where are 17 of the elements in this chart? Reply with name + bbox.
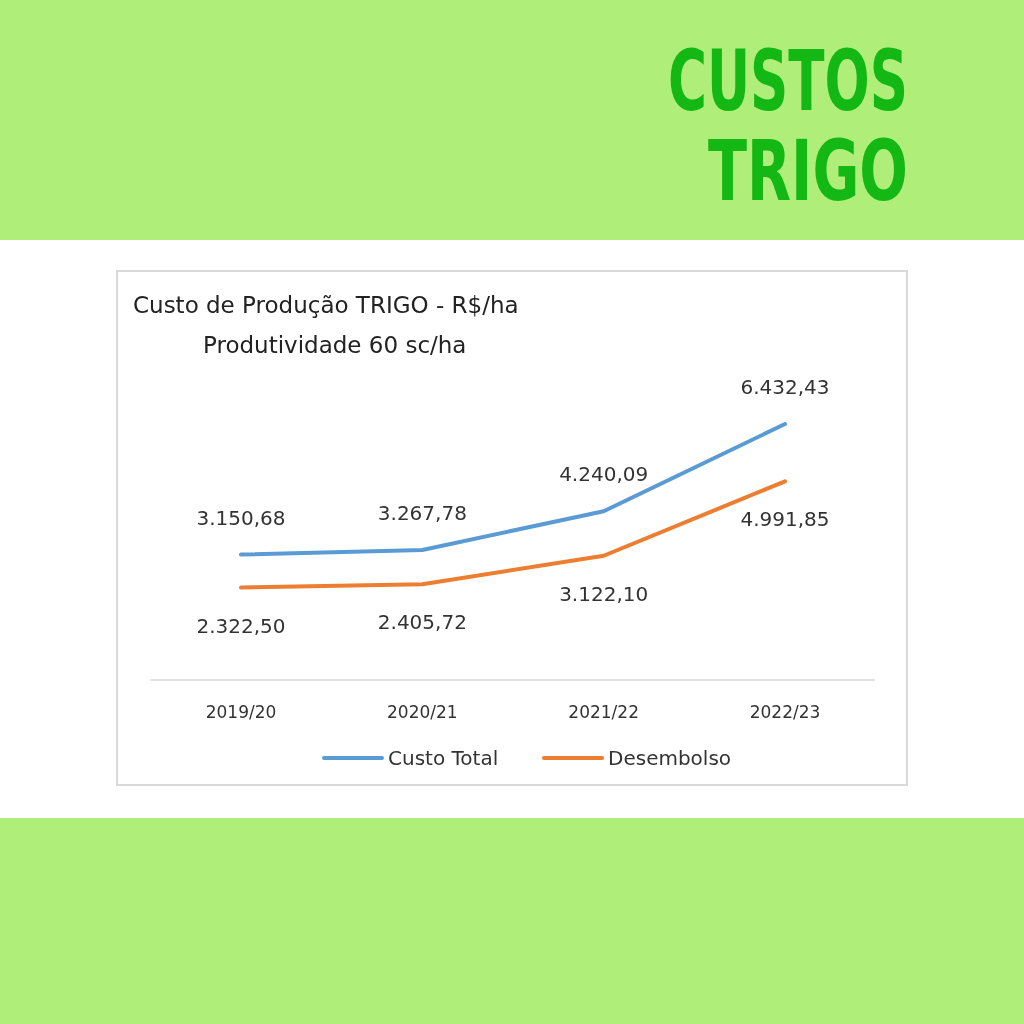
data-label: 2.405,72 — [377, 610, 467, 635]
data-label: 4.240,09 — [559, 462, 649, 487]
data-label: 2.322,50 — [196, 613, 286, 638]
x-tick-label: 2020/21 — [387, 702, 458, 722]
legend-label: Custo Total — [388, 746, 499, 770]
data-label: 3.150,68 — [196, 505, 286, 530]
x-tick-label: 2022/23 — [749, 702, 821, 722]
data-label: 3.267,78 — [377, 500, 467, 525]
text: CUSTOS TRIGO — [668, 32, 1010, 220]
x-tick-label: 2021/22 — [568, 702, 639, 722]
data-label: 6.432,43 — [740, 375, 830, 399]
data-label: 3.122,10 — [559, 581, 649, 606]
x-tick-label: 2019/20 — [205, 702, 277, 722]
legend-label: Desembolso — [608, 746, 732, 770]
chart-subtitle: Produtividade 60 sc/ha — [203, 332, 467, 358]
chart-title: Custo de Produção TRIGO - R$/ha — [133, 292, 519, 318]
data-label: 4.991,85 — [740, 507, 830, 532]
